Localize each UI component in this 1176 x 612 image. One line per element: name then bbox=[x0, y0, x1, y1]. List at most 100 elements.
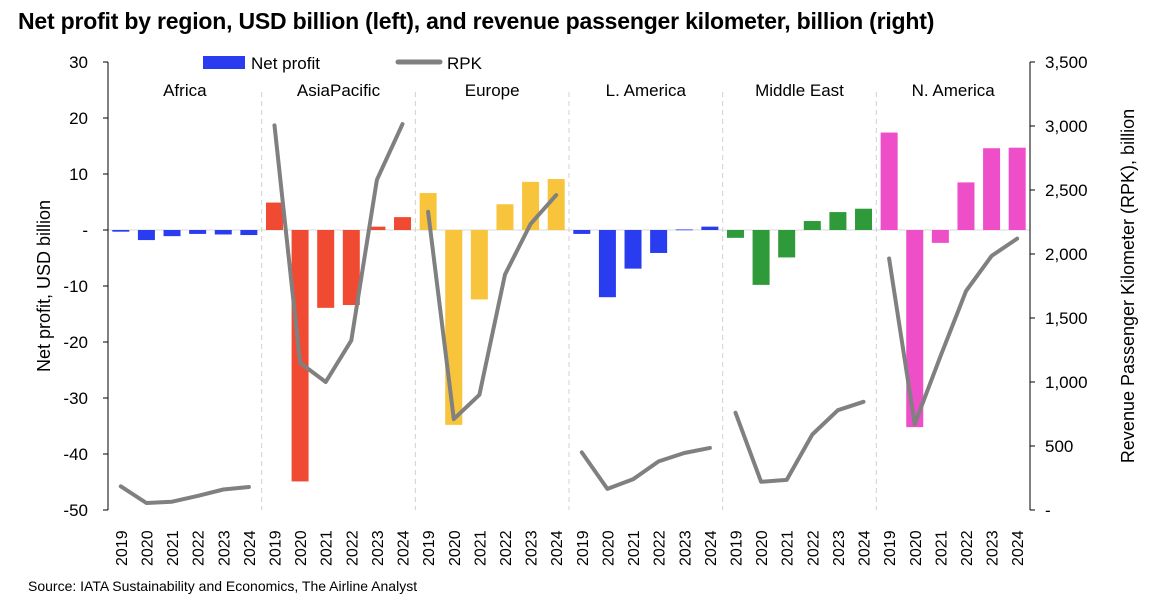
year-tick-label: 2023 bbox=[831, 530, 848, 566]
rpk-line bbox=[887, 236, 1020, 427]
right-tick-label: 3,000 bbox=[1045, 117, 1088, 136]
rpk-line bbox=[579, 445, 712, 491]
net-profit-bar bbox=[675, 229, 693, 231]
left-tick-label: 20 bbox=[69, 109, 88, 128]
year-tick-label: 2024 bbox=[857, 530, 874, 566]
net-profit-bar bbox=[701, 226, 719, 230]
net-profit-bar bbox=[137, 230, 155, 241]
legend-net-profit-swatch bbox=[203, 56, 245, 69]
net-profit-bar bbox=[624, 230, 642, 269]
region-label: N. America bbox=[912, 81, 996, 100]
net-profit-bar bbox=[957, 182, 975, 230]
year-tick-label: 2022 bbox=[498, 530, 515, 566]
right-tick-label: 1,500 bbox=[1045, 309, 1088, 328]
region-label: L. America bbox=[606, 81, 687, 100]
net-profit-bar bbox=[829, 212, 847, 230]
source-note: Source: IATA Sustainability and Economic… bbox=[28, 578, 418, 594]
chart-title: Net profit by region, USD billion (left)… bbox=[18, 8, 935, 34]
year-tick-label: 2023 bbox=[524, 530, 541, 566]
net-profit-bar bbox=[112, 230, 130, 232]
net-profit-bar bbox=[189, 230, 207, 234]
year-tick-label: 2019 bbox=[575, 530, 592, 566]
year-tick-label: 2020 bbox=[447, 530, 464, 566]
net-profit-bar bbox=[1008, 147, 1026, 230]
year-tick-label: 2019 bbox=[728, 530, 745, 566]
net-profit-bar bbox=[906, 230, 924, 428]
net-profit-bar bbox=[470, 230, 488, 300]
year-tick-label: 2024 bbox=[242, 530, 259, 566]
net-profit-bar bbox=[163, 230, 181, 237]
left-tick-label: -40 bbox=[63, 445, 88, 464]
net-profit-bar bbox=[573, 230, 591, 234]
year-tick-label: 2019 bbox=[882, 530, 899, 566]
year-tick-label: 2021 bbox=[626, 530, 643, 566]
legend: Net profit RPK bbox=[203, 54, 483, 73]
left-tick-label: - bbox=[82, 221, 88, 240]
year-tick-label: 2024 bbox=[549, 530, 566, 566]
rpk-line bbox=[426, 193, 559, 422]
year-tick-label: 2022 bbox=[344, 530, 361, 566]
net-profit-bar bbox=[880, 132, 898, 230]
left-tick-label: -20 bbox=[63, 333, 88, 352]
right-tick-label: 3,500 bbox=[1045, 53, 1088, 72]
year-tick-label: 2021 bbox=[780, 530, 797, 566]
year-tick-label: 2023 bbox=[216, 530, 233, 566]
region-label: Middle East bbox=[755, 81, 844, 100]
rpk-line bbox=[733, 399, 866, 484]
right-tick-label: 2,000 bbox=[1045, 245, 1088, 264]
net-profit-bar bbox=[547, 179, 565, 230]
year-tick-label: 2019 bbox=[421, 530, 438, 566]
net-profit-bars bbox=[112, 132, 1026, 482]
right-tick-label: 1,000 bbox=[1045, 373, 1088, 392]
net-profit-bar bbox=[317, 230, 335, 308]
region-label: AsiaPacific bbox=[297, 81, 381, 100]
right-tick-label: - bbox=[1045, 501, 1051, 520]
left-tick-label: -10 bbox=[63, 277, 88, 296]
net-profit-bar bbox=[726, 230, 744, 238]
left-axis-label: Net profit, USD billion bbox=[34, 200, 54, 372]
year-tick-label: 2022 bbox=[652, 530, 669, 566]
year-tick-label: 2024 bbox=[703, 530, 720, 566]
left-tick-label: -30 bbox=[63, 389, 88, 408]
net-profit-bar bbox=[445, 230, 463, 425]
net-profit-bar bbox=[752, 230, 770, 285]
right-tick-label: 500 bbox=[1045, 437, 1073, 456]
legend-rpk-label: RPK bbox=[447, 54, 483, 73]
year-tick-label: 2019 bbox=[267, 530, 284, 566]
labels: Africa 2019 2020 2021 2022 2023 2024 AsiaPacifi… bbox=[114, 81, 1027, 566]
rpk-line bbox=[118, 484, 251, 505]
net-profit-bar bbox=[496, 204, 514, 230]
rpk-lines bbox=[118, 122, 1020, 505]
year-tick-label: 2020 bbox=[908, 530, 925, 566]
left-tick-label: -50 bbox=[63, 501, 88, 520]
left-tick-label: 30 bbox=[69, 53, 88, 72]
net-profit-bar bbox=[650, 230, 668, 253]
right-axis-label: Revenue Passenger Kilometer (RPK), billi… bbox=[1118, 109, 1138, 463]
year-tick-label: 2024 bbox=[396, 530, 413, 566]
year-tick-label: 2020 bbox=[600, 530, 617, 566]
rpk-line bbox=[272, 122, 405, 384]
net-profit-bar bbox=[394, 217, 412, 230]
net-profit-bar bbox=[598, 230, 616, 298]
year-tick-label: 2021 bbox=[319, 530, 336, 566]
right-tick-label: 2,500 bbox=[1045, 181, 1088, 200]
year-tick-label: 2023 bbox=[677, 530, 694, 566]
year-tick-label: 2020 bbox=[754, 530, 771, 566]
left-tick-label: 10 bbox=[69, 165, 88, 184]
group-separators bbox=[108, 92, 1030, 510]
net-profit-bar bbox=[983, 148, 1001, 230]
year-tick-label: 2020 bbox=[139, 530, 156, 566]
year-tick-label: 2024 bbox=[1010, 530, 1027, 566]
net-profit-bar bbox=[265, 202, 283, 230]
year-tick-label: 2019 bbox=[114, 530, 131, 566]
year-tick-label: 2021 bbox=[933, 530, 950, 566]
net-profit-bar bbox=[214, 230, 232, 235]
net-profit-bar bbox=[855, 208, 873, 230]
net-profit-bar bbox=[778, 230, 796, 258]
net-profit-bar bbox=[342, 230, 360, 306]
region-label: Europe bbox=[465, 81, 520, 100]
year-tick-label: 2022 bbox=[191, 530, 208, 566]
year-tick-label: 2020 bbox=[293, 530, 310, 566]
net-profit-bar bbox=[803, 221, 821, 230]
